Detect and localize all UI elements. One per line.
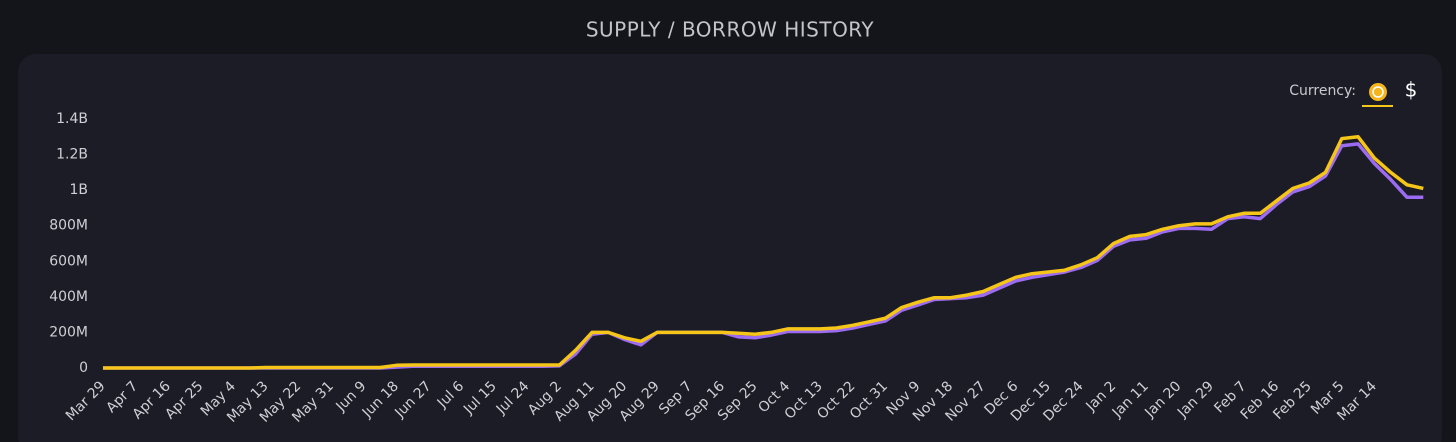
y-tick-label: 1.2B <box>56 147 88 163</box>
chart-title: SUPPLY / BORROW HISTORY <box>586 18 875 42</box>
y-tick-label: 400M <box>49 289 88 305</box>
chart-card <box>18 54 1442 442</box>
token-icon <box>1369 83 1387 101</box>
y-tick-label: 200M <box>49 324 88 340</box>
y-tick-label: 0 <box>79 360 88 376</box>
y-tick-label: 1B <box>69 182 88 198</box>
y-tick-label: 1.4B <box>56 111 88 127</box>
y-tick-label: 800M <box>49 218 88 234</box>
y-tick-label: 600M <box>49 253 88 269</box>
currency-label: Currency: <box>1289 83 1356 99</box>
series-line <box>103 135 1424 370</box>
currency-token-button[interactable] <box>1362 83 1393 107</box>
currency-dollar-button[interactable]: $ <box>1405 78 1418 102</box>
token-icon-inner <box>1372 86 1384 98</box>
